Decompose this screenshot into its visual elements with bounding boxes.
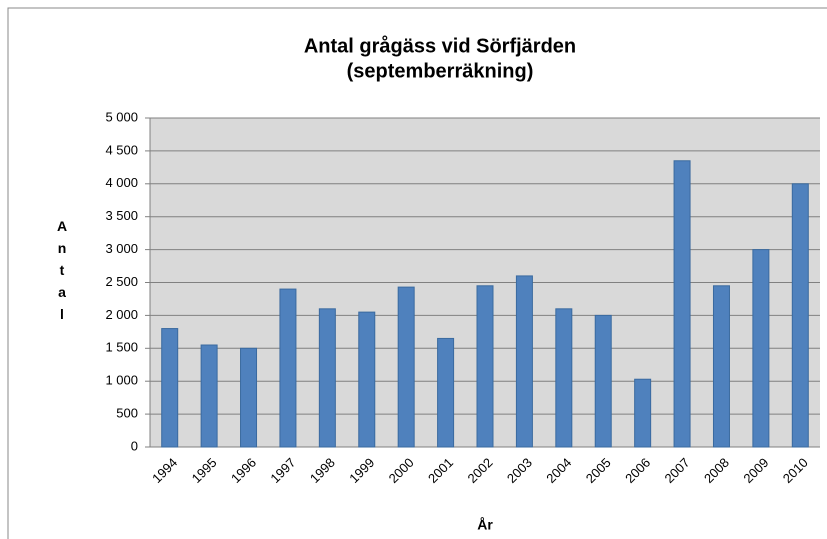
chart-title: Antal grågäss vid Sörfjärden — [304, 34, 576, 57]
y-tick-label: 4 000 — [105, 175, 138, 190]
bar — [279, 288, 297, 448]
bar — [161, 328, 179, 448]
x-axis-label: År — [477, 517, 493, 533]
bar — [634, 378, 652, 448]
y-tick-label: 500 — [116, 406, 138, 421]
y-tick-label: 5 000 — [105, 109, 138, 124]
bar — [476, 285, 494, 448]
bar — [358, 311, 376, 448]
chart-title: (septemberräkning) — [347, 60, 534, 82]
bar — [318, 308, 336, 448]
bar — [397, 286, 415, 448]
bar — [791, 183, 809, 448]
y-tick-label: 2 500 — [105, 274, 138, 289]
y-tick-label: 0 — [131, 438, 138, 453]
bar — [555, 308, 573, 448]
y-tick-label: 4 500 — [105, 142, 138, 157]
y-tick-label: 3 500 — [105, 208, 138, 223]
y-tick-label: 3 000 — [105, 241, 138, 256]
y-tick-label: 2 000 — [105, 307, 138, 322]
y-tick-label: 1 500 — [105, 340, 138, 355]
y-axis-label: Antal — [54, 218, 70, 328]
y-tick-label: 1 000 — [105, 373, 138, 388]
bar — [200, 344, 218, 448]
bar — [752, 249, 770, 448]
bar — [437, 337, 455, 448]
bar — [515, 275, 533, 448]
bar — [673, 160, 691, 448]
bar — [240, 347, 258, 448]
bar — [594, 314, 612, 448]
bar — [712, 285, 730, 448]
